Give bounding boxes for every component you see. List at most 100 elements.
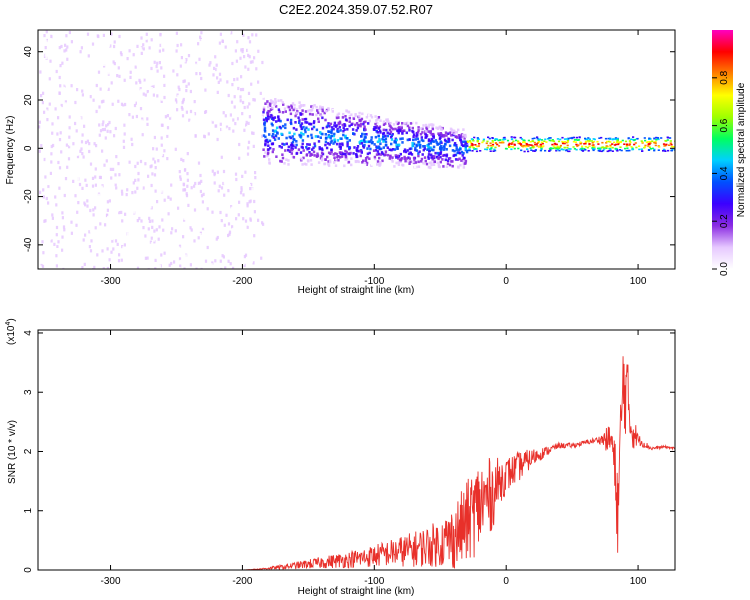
x-tick-label: -200 [232, 276, 252, 287]
heatmap-cell [261, 60, 264, 65]
heatmap-cell [653, 141, 656, 144]
heatmap-cell [574, 138, 577, 141]
heatmap-cell [422, 124, 425, 127]
heatmap-cell [204, 88, 207, 92]
heatmap-cell [219, 32, 222, 36]
heatmap-cell [48, 154, 51, 158]
heatmap-cell [185, 110, 188, 114]
heatmap-cell [263, 121, 267, 124]
heatmap-cell [400, 126, 403, 129]
heatmap-cell [316, 152, 319, 156]
heatmap-cell [503, 136, 506, 139]
heatmap-cell [189, 109, 193, 114]
heatmap-cell [313, 120, 316, 123]
heatmap-cell [131, 191, 134, 195]
heatmap-cell [120, 189, 124, 193]
heatmap-cell [660, 137, 663, 139]
heatmap-cell [427, 145, 430, 149]
heatmap-cell [233, 126, 236, 130]
heatmap-cell [138, 216, 141, 221]
heatmap-cell [305, 146, 308, 149]
heatmap-cell [141, 133, 144, 137]
heatmap-cell [364, 128, 367, 131]
heatmap-cell [129, 196, 132, 200]
heatmap-cell [290, 106, 293, 109]
heatmap-cell [352, 152, 355, 155]
heatmap-cell [478, 142, 481, 145]
heatmap-cell [424, 130, 428, 133]
colorbar-tick-label: 0.8 [719, 70, 730, 84]
heatmap-cell [170, 183, 173, 187]
heatmap-cell [273, 138, 277, 141]
heatmap-cell [183, 188, 187, 192]
heatmap-cell [66, 87, 69, 91]
heatmap-cell [253, 33, 256, 37]
heatmap-cell [602, 146, 605, 149]
heatmap-cell [376, 160, 380, 163]
heatmap-cell [113, 32, 116, 36]
heatmap-cell [116, 242, 119, 246]
heatmap-cell [38, 256, 42, 260]
heatmap-cell [123, 123, 126, 127]
heatmap-cell [205, 219, 208, 223]
heatmap-cell [416, 137, 419, 141]
heatmap-cell [98, 105, 101, 109]
heatmap-cell [266, 111, 269, 115]
heatmap-cell [414, 165, 417, 169]
heatmap-cell [409, 151, 412, 154]
heatmap-cell [121, 192, 124, 196]
heatmap-cell [197, 234, 200, 238]
heatmap-cell [301, 104, 305, 107]
heatmap-cell [252, 131, 255, 135]
heatmap-cell [163, 40, 166, 44]
heatmap-cell [471, 146, 474, 148]
heatmap-cell [302, 125, 305, 129]
heatmap-cell [149, 205, 152, 209]
heatmap-cell [195, 267, 198, 269]
heatmap-cell [457, 128, 460, 132]
heatmap-cell [258, 186, 261, 190]
heatmap-cell [568, 150, 571, 153]
heatmap-cell [401, 141, 404, 144]
heatmap-cell [399, 160, 402, 163]
heatmap-cell [386, 153, 390, 157]
heatmap-cell [530, 144, 533, 146]
heatmap-cell [205, 210, 209, 214]
heatmap-cell [628, 149, 631, 152]
heatmap-cell [116, 33, 119, 37]
heatmap-cell [142, 47, 145, 51]
heatmap-cell [395, 138, 398, 142]
heatmap-cell [147, 191, 150, 195]
heatmap-cell [324, 158, 327, 161]
heatmap-cell [271, 106, 274, 110]
heatmap-cell [74, 44, 77, 48]
heatmap-cell [569, 148, 572, 150]
heatmap-cell [189, 226, 192, 230]
heatmap-cell [222, 177, 225, 181]
heatmap-cell [100, 257, 103, 261]
heatmap-cell [491, 143, 495, 146]
heatmap-cell [109, 44, 112, 48]
heatmap-cell [45, 40, 48, 44]
heatmap-cell [50, 35, 53, 39]
heatmap-cell [287, 163, 290, 166]
heatmap-cell [146, 117, 149, 121]
y-tick-label: -20 [23, 189, 34, 204]
heatmap-cell [370, 138, 373, 142]
heatmap-cell [391, 148, 395, 151]
snr-x-axis-label: Height of straight line (km) [298, 586, 415, 597]
heatmap-cell [93, 157, 97, 161]
heatmap-cell [380, 151, 384, 154]
heatmap-cell [76, 155, 80, 159]
heatmap-cell [331, 110, 334, 113]
heatmap-cell [39, 70, 42, 74]
heatmap-cell [224, 266, 227, 269]
heatmap-cell [272, 118, 275, 122]
heatmap-cell [42, 251, 45, 255]
heatmap-cell [246, 174, 249, 178]
heatmap-cell [274, 105, 278, 108]
heatmap-cell [210, 263, 213, 267]
heatmap-cell [586, 146, 589, 149]
heatmap-cell [352, 132, 355, 135]
heatmap-cell [339, 147, 342, 150]
